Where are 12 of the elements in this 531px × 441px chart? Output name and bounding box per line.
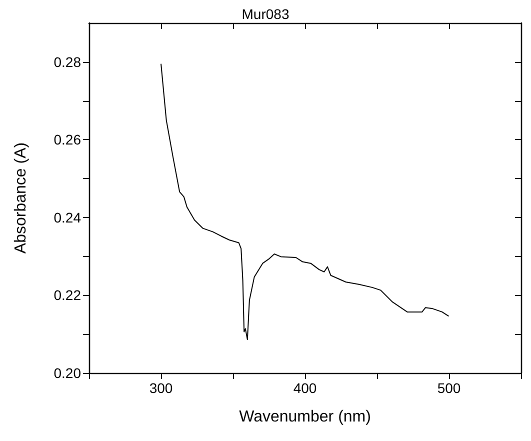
- line-series: [160, 63, 450, 340]
- x-axis-title: Wavenumber (nm): [239, 408, 371, 426]
- x-tick-label: 300: [149, 380, 173, 396]
- y-tick-label: 0.28: [54, 54, 82, 70]
- chart-title: Mur083: [242, 6, 290, 22]
- y-tick-label: 0.20: [54, 365, 82, 381]
- y-tick-label: 0.24: [54, 209, 82, 226]
- y-tick-label: 0.26: [54, 132, 82, 148]
- x-tick-label: 400: [293, 380, 317, 396]
- x-tick-label: 500: [437, 380, 461, 396]
- y-tick-label: 0.22: [54, 287, 82, 304]
- y-axis-title: Absorbance (A): [12, 142, 30, 254]
